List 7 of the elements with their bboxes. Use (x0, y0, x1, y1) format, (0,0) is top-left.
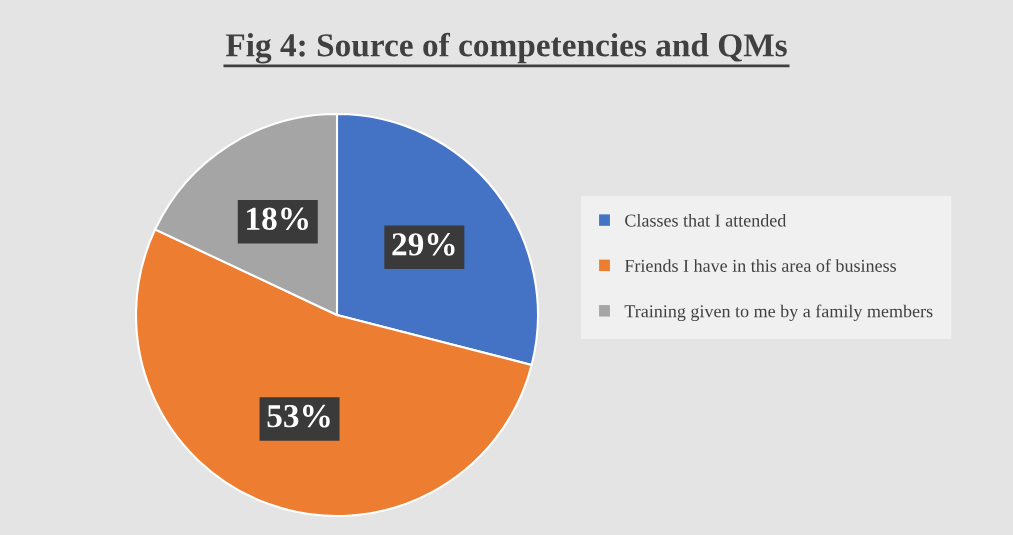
legend-label: Classes that I attended (625, 213, 787, 227)
data-label: 53% (267, 404, 330, 428)
legend-label: Training given to me by a family members (624, 304, 933, 322)
data-label: 18% (247, 207, 308, 231)
legend-label: Friends I have in this area of business (624, 259, 896, 272)
chart-title: Fig 4: Source of competencies and QMs (225, 32, 787, 64)
data-label: 29% (392, 233, 455, 256)
